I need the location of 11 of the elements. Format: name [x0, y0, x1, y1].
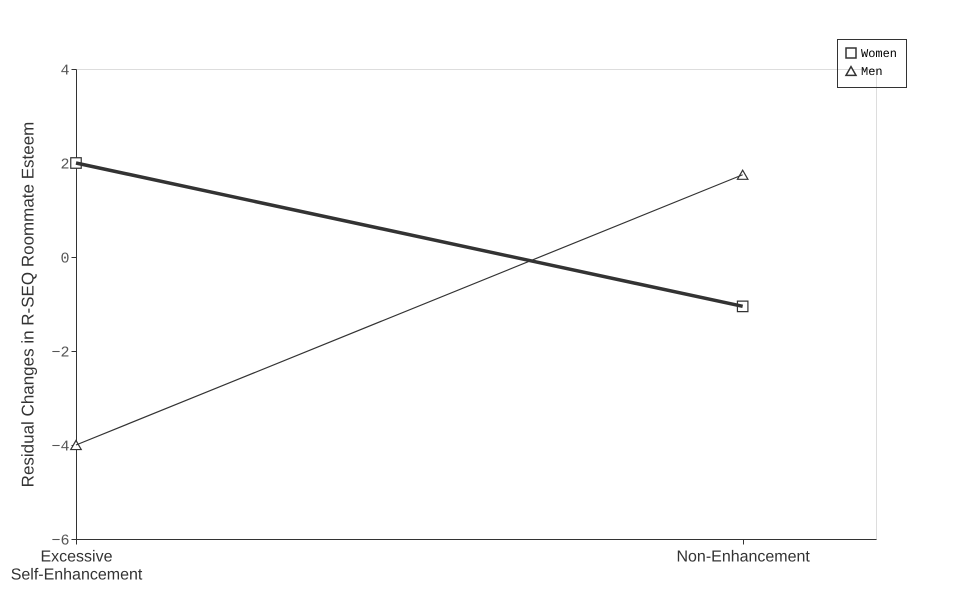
y-axis-title: Residual Changes in R-SEQ Roommate Esteem	[18, 122, 38, 488]
y-tick-label: 2	[60, 156, 70, 174]
y-tick-label: 0	[60, 250, 70, 268]
legend-label: Men	[861, 65, 883, 79]
y-tick-label: −2	[51, 344, 70, 362]
legend-label: Women	[861, 47, 898, 61]
x-tick-label: Non-Enhancement	[676, 548, 810, 566]
y-tick-label: −6	[51, 532, 70, 550]
y-tick-label: 4	[60, 62, 70, 80]
x-tick-label: Excessive Self-Enhancement	[10, 548, 143, 584]
y-tick-label: −4	[51, 438, 70, 456]
